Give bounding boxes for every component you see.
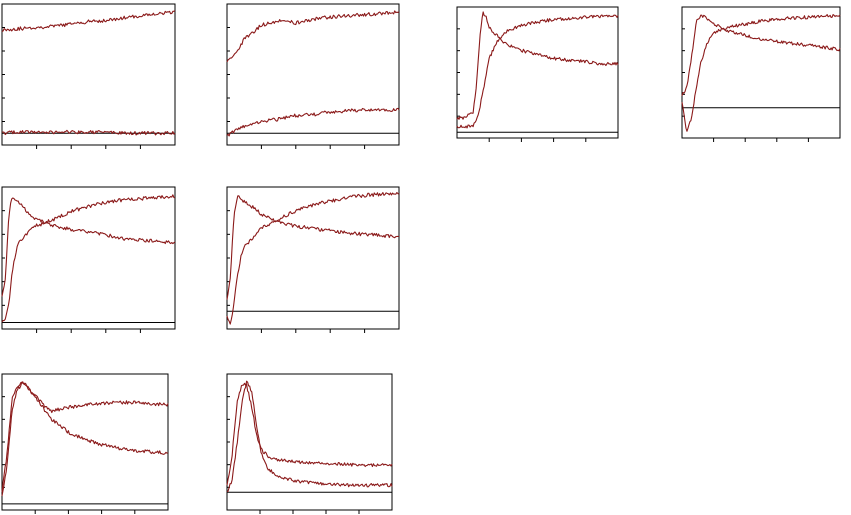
series-line-2 — [226, 107, 400, 137]
series-line-2 — [456, 14, 619, 129]
series-line-1 — [456, 11, 619, 120]
chart-panel-2 — [226, 3, 400, 149]
panel-frame — [226, 186, 400, 330]
series-line-2 — [226, 380, 393, 493]
series-line-1 — [226, 195, 399, 300]
chart-panel-5 — [1, 186, 176, 333]
series-line-1 — [681, 14, 841, 96]
chart-panel-7 — [1, 373, 169, 514]
panel-frame — [681, 6, 841, 139]
series-line-1 — [226, 382, 393, 486]
series-line-2 — [226, 191, 400, 325]
panel-frame — [1, 373, 169, 511]
chart-panel-1 — [1, 3, 176, 149]
series-line-1 — [1, 10, 176, 33]
series-line-2 — [1, 129, 176, 136]
panel-frame — [1, 186, 176, 330]
series-line-2 — [1, 194, 176, 323]
series-line-2 — [1, 381, 169, 497]
chart-panel-3 — [456, 6, 619, 142]
series-line-2 — [681, 13, 841, 132]
chart-panel-8 — [226, 373, 393, 514]
series-line-1 — [1, 381, 169, 493]
series-line-1 — [226, 10, 400, 63]
chart-panel-4 — [681, 6, 841, 142]
series-line-1 — [1, 197, 176, 297]
panel-frame — [1, 3, 176, 146]
chart-panel-6 — [226, 186, 400, 333]
